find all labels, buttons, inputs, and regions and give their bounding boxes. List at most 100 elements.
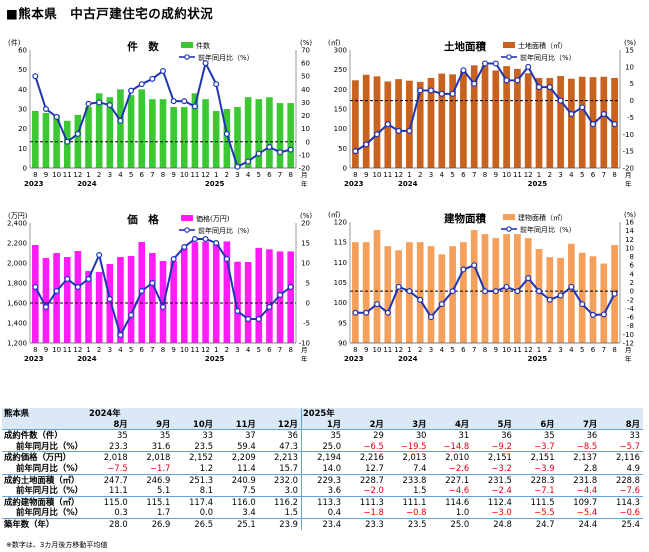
legend-line-marker (184, 54, 190, 60)
table-cell: 228.7 (344, 473, 387, 486)
year-label: 2024 (398, 355, 418, 363)
month-header: 6月 (514, 418, 558, 430)
x-tick-label: 12 (524, 171, 533, 179)
bar (180, 248, 188, 343)
y-tick-label: 40 (18, 86, 27, 94)
table-cell: −2.0 (363, 485, 384, 496)
table-cell: 23.4 (300, 517, 345, 530)
y2-tick-label: 10 (625, 63, 634, 71)
table-cell: 24.8 (472, 517, 515, 530)
table-row: 前年同月比（%） 23.3 31.6 23.5 59.4 47.3 25.0 −6.5 −19.… (2, 440, 643, 452)
y-tick-label: 0 (23, 165, 27, 173)
bar (191, 93, 199, 168)
y-tick-label: 1,400 (7, 320, 27, 328)
x-tick-label: 4 (118, 171, 123, 179)
table-cell: −0.6 (619, 507, 640, 518)
x-tick-label: 11 (190, 171, 199, 179)
y2-tick-label: 20 (301, 220, 310, 228)
yoy-point (568, 111, 575, 118)
x-tick-label: 5 (580, 346, 584, 354)
x-tick-label: 4 (569, 171, 574, 179)
yoy-point (363, 141, 370, 148)
yoy-point (600, 311, 607, 318)
x-tick-label: 7 (150, 346, 154, 354)
x-tick-label: 11 (513, 346, 522, 354)
table-cell: 1.2 (199, 462, 214, 473)
y2-tick-label: -10 (299, 340, 310, 348)
yoy-point (611, 121, 618, 128)
yoy-point (546, 84, 553, 91)
bar (85, 107, 92, 168)
year-label: 2023 (24, 180, 44, 188)
table-cell: 36 (557, 429, 601, 441)
table-row: 築年数（年） 28.0 26.9 26.5 25.1 23.9 23.4 23.3 23.5 25… (2, 517, 643, 530)
table-cell: 111.1 (386, 495, 430, 508)
bar (449, 246, 456, 343)
x-tick-label: 10 (52, 346, 61, 354)
bar (352, 242, 359, 343)
row-label: 前年同月比（%） (16, 485, 84, 496)
bar (578, 252, 586, 343)
bar (492, 70, 500, 168)
x-tick-label: 12 (73, 346, 82, 354)
y2-tick-label: 30 (301, 99, 310, 107)
table-cell: 30 (386, 429, 430, 441)
yoy-point (96, 251, 103, 258)
table-cell: 47.3 (279, 440, 298, 451)
year-label: 2025 (528, 355, 548, 363)
table-cell: 111.5 (514, 495, 558, 508)
yoy-point (590, 121, 597, 128)
row-label: 前年同月比（%） (16, 507, 84, 518)
table-row: 成約土地面積（㎡） 247.7 246.9 251.3 240.9 232.0 229.3 2… (2, 473, 643, 486)
table-cell: 2,018 (88, 451, 131, 463)
x-tick-label: 9 (364, 171, 368, 179)
x-tick-label: 12 (394, 346, 403, 354)
yoy-point (514, 77, 521, 84)
bar (535, 77, 543, 168)
y2-tick-label: 60 (301, 60, 310, 68)
yoy-point (128, 87, 135, 94)
x-tick-label: 9 (44, 171, 48, 179)
table-cell: −2.6 (448, 462, 470, 473)
bar (449, 74, 456, 168)
x-tick-label: 8 (161, 346, 165, 354)
bar (395, 250, 402, 343)
table-cell: −8.5 (576, 440, 598, 451)
x-tick-label: 10 (373, 171, 382, 179)
y-tick-label: 0 (343, 165, 347, 173)
bar (460, 242, 467, 343)
x-tick-label: 10 (502, 171, 511, 179)
table-row: 成約価格（万円） 2,018 2,018 2,152 2,209 2,213 2,194 2,… (2, 451, 643, 463)
table-cell: −0.8 (406, 507, 427, 518)
table-cell: −6.5 (363, 440, 384, 451)
year-header (173, 408, 217, 419)
x-tick-label: 6 (461, 346, 466, 354)
table-cell: 25.1 (216, 517, 259, 530)
yoy-point (417, 296, 424, 303)
chart-land: 土地面積 (㎡) (%) 0 50 100 150 200 250 300 -20 -15 -10 -5 0… (328, 39, 636, 188)
y2-tick-label: -4 (627, 305, 635, 313)
x-tick-label: 4 (440, 346, 445, 354)
stats-table: 熊本県 2024年 2025年 8月 9月 10月 11月 12月 1月 2月 3月 4月 5月 6月 7月… (2, 408, 643, 530)
y-tick-label: 1,600 (7, 300, 27, 308)
y2-tick-label: -5 (303, 320, 310, 328)
bar (159, 261, 167, 343)
table-cell: 25.4 (600, 517, 643, 530)
table-cell: 12.7 (365, 462, 384, 473)
y2-tick-label: 14 (625, 227, 634, 235)
page-title: ■熊本県 中古戸建住宅の成約状況 (6, 6, 214, 21)
x-tick-label: 2 (548, 346, 552, 354)
table-cell: 228.3 (514, 473, 558, 486)
year-suffix: 年 (301, 354, 308, 363)
yoy-point (106, 102, 113, 109)
table-cell: 228.8 (600, 473, 643, 486)
yoy-point (471, 262, 478, 269)
yoy-point (74, 130, 81, 137)
y2-tick-label: 4 (630, 270, 635, 278)
legend-line-label: 前年同月比（%） (520, 225, 576, 234)
x-tick-label: 8 (353, 171, 357, 179)
x-tick-label: 11 (63, 346, 72, 354)
bar (503, 66, 510, 168)
yoy-point (277, 149, 284, 156)
bar (524, 73, 532, 168)
